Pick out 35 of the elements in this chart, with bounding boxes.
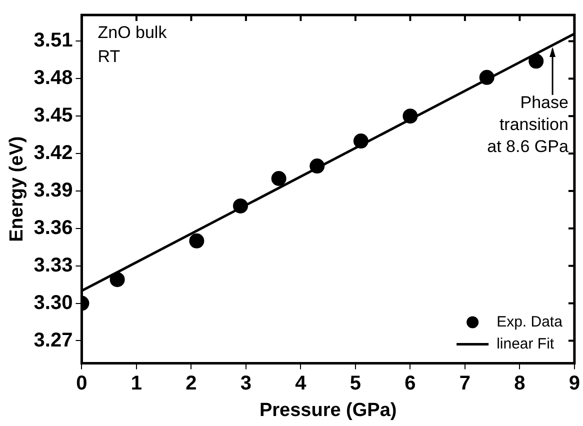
x-tick-label: 8 (514, 372, 526, 395)
x-tick-label: 2 (186, 372, 197, 395)
y-axis-title: Energy (eV) (6, 136, 28, 242)
y-tick-label: 3.27 (34, 329, 73, 352)
x-tick-label: 9 (568, 372, 580, 395)
x-tick-label: 0 (76, 372, 88, 395)
x-tick-label: 6 (404, 372, 416, 395)
point (110, 272, 125, 288)
annotation: ZnO bulk (98, 23, 168, 42)
x-tick-label: 3 (240, 372, 252, 395)
y-tick-label: 3.33 (34, 254, 73, 276)
y-tick-label: 3.51 (34, 30, 73, 52)
point (310, 158, 325, 174)
y-tick-label: 3.39 (34, 179, 73, 202)
y-tick-label: 3.45 (34, 104, 73, 127)
x-tick-label: 7 (459, 372, 471, 395)
point (353, 134, 368, 149)
x-axis-title: Pressure (GPa) (259, 400, 397, 421)
point (189, 233, 204, 248)
point (232, 198, 248, 214)
y-tick-label: 3.36 (34, 216, 73, 239)
annotation: Phase transition at 8.6 GPa (487, 93, 569, 156)
y-tick-label: 3.42 (34, 142, 73, 164)
x-tick-label: 5 (350, 372, 362, 395)
point (528, 54, 544, 69)
point (402, 108, 418, 124)
point (479, 70, 494, 85)
y-tick-label: 3.48 (34, 67, 73, 90)
x-tick-label: 4 (295, 372, 308, 395)
legend-label: linear Fit (496, 335, 555, 352)
y-tick-label: 3.30 (34, 292, 73, 314)
annotation: RT (98, 47, 120, 66)
x-tick-label: 1 (130, 372, 142, 395)
legend-label: Exp. Data (496, 313, 564, 330)
point (271, 170, 286, 186)
